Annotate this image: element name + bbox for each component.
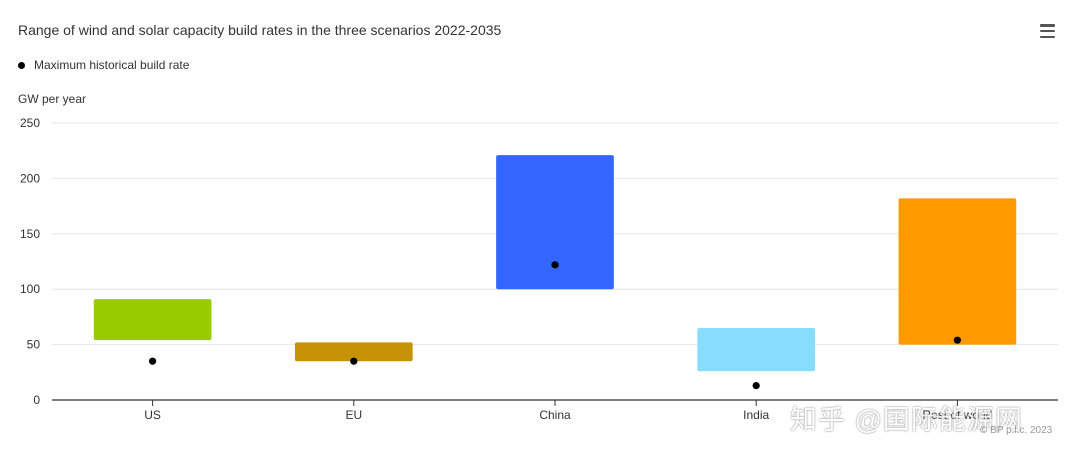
watermark: 知乎 @国际能源网 — [790, 405, 1023, 435]
hamburger-menu-icon[interactable] — [1037, 22, 1059, 40]
range-bar-china — [496, 155, 614, 290]
credit-text: © BP p.l.c. 2023 — [980, 425, 1053, 436]
x-tick-label: Rest of world — [922, 408, 992, 422]
x-tick-label: China — [539, 408, 571, 422]
range-bar-eu — [294, 342, 413, 362]
y-tick-label: 0 — [33, 393, 40, 407]
x-tick-label: India — [743, 408, 769, 422]
y-tick-label: 150 — [20, 227, 40, 241]
y-tick-label: 100 — [20, 282, 40, 296]
legend-label: Maximum historical build rate — [34, 58, 190, 72]
x-tick-label: US — [144, 408, 161, 422]
historical-max-point-rest-of-world — [953, 336, 962, 344]
y-tick-label: 50 — [27, 338, 41, 352]
historical-max-point-eu — [350, 357, 358, 365]
historical-max-point-china — [551, 261, 559, 269]
y-tick-label: 200 — [20, 171, 40, 185]
range-bar-rest-of-world — [898, 198, 1017, 345]
chart-title: Range of wind and solar capacity build r… — [18, 22, 502, 38]
x-tick-label: EU — [345, 408, 362, 422]
historical-max-point-india — [752, 381, 760, 390]
y-tick-label: 250 — [20, 116, 40, 130]
y-axis-label: GW per year — [18, 92, 87, 106]
range-bar-us — [93, 299, 212, 341]
legend-marker — [18, 61, 25, 69]
legend-item[interactable]: Maximum historical build rate — [18, 58, 189, 72]
historical-max-point-us — [149, 357, 157, 365]
range-bar-india — [697, 327, 816, 372]
